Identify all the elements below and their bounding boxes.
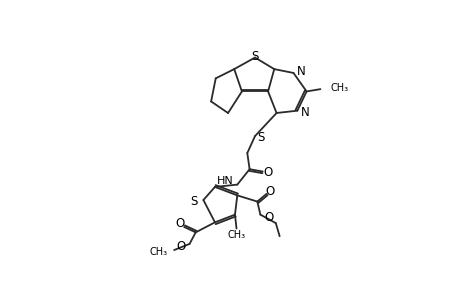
Text: O: O <box>263 166 272 179</box>
Text: CH₃: CH₃ <box>330 83 348 93</box>
Text: N: N <box>301 106 309 119</box>
Text: CH₃: CH₃ <box>227 230 245 240</box>
Text: O: O <box>176 241 185 254</box>
Text: S: S <box>257 131 264 144</box>
Text: S: S <box>190 195 197 208</box>
Text: HN: HN <box>216 176 233 186</box>
Text: O: O <box>265 185 274 198</box>
Text: S: S <box>251 50 258 62</box>
Text: O: O <box>263 211 273 224</box>
Text: N: N <box>297 65 305 78</box>
Text: CH₃: CH₃ <box>150 247 168 256</box>
Text: O: O <box>175 218 185 230</box>
